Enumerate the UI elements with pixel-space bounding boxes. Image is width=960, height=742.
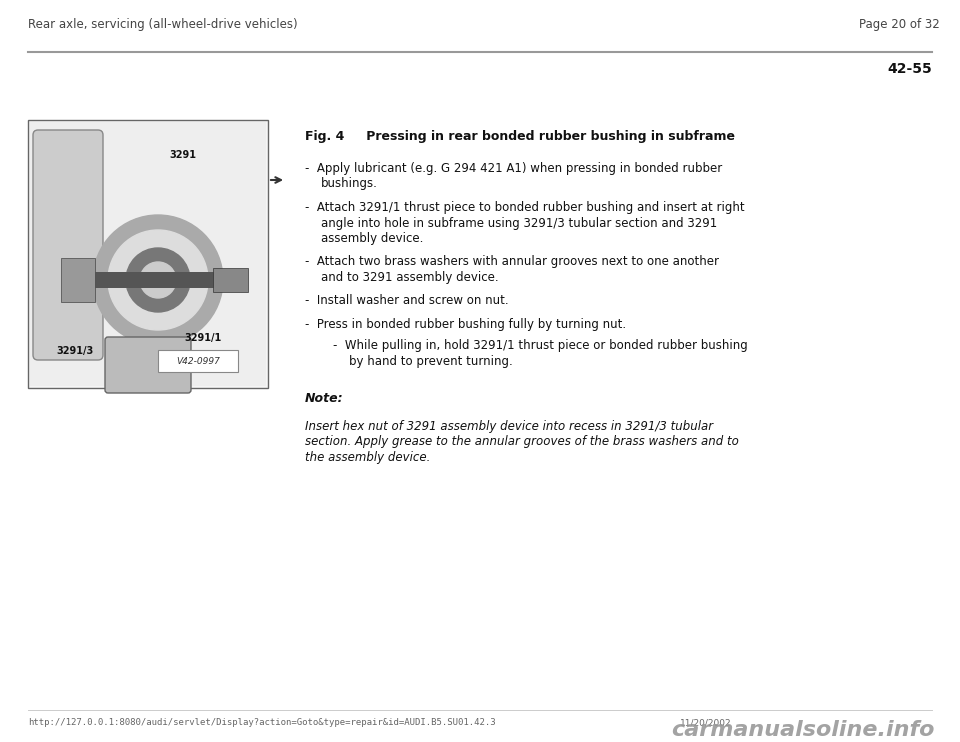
Bar bbox=[30, 122, 266, 386]
Text: -  Attach 3291/1 thrust piece to bonded rubber bushing and insert at right: - Attach 3291/1 thrust piece to bonded r… bbox=[305, 201, 745, 214]
Text: 3291: 3291 bbox=[170, 150, 197, 160]
Text: -  Install washer and screw on nut.: - Install washer and screw on nut. bbox=[305, 295, 509, 307]
Text: by hand to prevent turning.: by hand to prevent turning. bbox=[349, 355, 513, 368]
Text: angle into hole in subframe using 3291/3 tubular section and 3291: angle into hole in subframe using 3291/3… bbox=[321, 217, 717, 229]
FancyBboxPatch shape bbox=[61, 258, 95, 302]
Text: the assembly device.: the assembly device. bbox=[305, 451, 430, 464]
Text: 3291/1: 3291/1 bbox=[184, 333, 222, 343]
Text: -  Apply lubricant (e.g. G 294 421 A1) when pressing in bonded rubber: - Apply lubricant (e.g. G 294 421 A1) wh… bbox=[305, 162, 722, 175]
Text: Fig. 4     Pressing in rear bonded rubber bushing in subframe: Fig. 4 Pressing in rear bonded rubber bu… bbox=[305, 130, 735, 143]
Text: 11/20/2002: 11/20/2002 bbox=[680, 718, 732, 727]
Bar bbox=[213, 268, 248, 292]
Text: 42-55: 42-55 bbox=[887, 62, 932, 76]
Text: 3291/3: 3291/3 bbox=[56, 346, 93, 356]
Circle shape bbox=[126, 248, 190, 312]
FancyBboxPatch shape bbox=[33, 130, 103, 360]
Text: and to 3291 assembly device.: and to 3291 assembly device. bbox=[321, 271, 498, 284]
Text: section. Apply grease to the annular grooves of the brass washers and to: section. Apply grease to the annular gro… bbox=[305, 436, 739, 448]
Text: -  While pulling in, hold 3291/1 thrust piece or bonded rubber bushing: - While pulling in, hold 3291/1 thrust p… bbox=[333, 340, 748, 352]
Text: Rear axle, servicing (all-wheel-drive vehicles): Rear axle, servicing (all-wheel-drive ve… bbox=[28, 18, 298, 31]
Bar bbox=[88, 272, 228, 288]
Text: Note:: Note: bbox=[305, 393, 344, 405]
Circle shape bbox=[140, 262, 176, 298]
Circle shape bbox=[93, 215, 223, 345]
FancyBboxPatch shape bbox=[105, 337, 191, 393]
Text: V42-0997: V42-0997 bbox=[176, 356, 220, 366]
Text: Insert hex nut of 3291 assembly device into recess in 3291/3 tubular: Insert hex nut of 3291 assembly device i… bbox=[305, 420, 713, 433]
Text: Page 20 of 32: Page 20 of 32 bbox=[859, 18, 940, 31]
Text: assembly device.: assembly device. bbox=[321, 232, 423, 245]
Text: http://127.0.0.1:8080/audi/servlet/Display?action=Goto&type=repair&id=AUDI.B5.SU: http://127.0.0.1:8080/audi/servlet/Displ… bbox=[28, 718, 495, 727]
Bar bbox=[28, 120, 268, 388]
Text: -  Press in bonded rubber bushing fully by turning nut.: - Press in bonded rubber bushing fully b… bbox=[305, 318, 626, 331]
Bar bbox=[158, 350, 238, 372]
Text: carmanualsoline.info: carmanualsoline.info bbox=[672, 720, 935, 740]
Text: bushings.: bushings. bbox=[321, 177, 378, 191]
Text: -  Attach two brass washers with annular grooves next to one another: - Attach two brass washers with annular … bbox=[305, 255, 719, 269]
Circle shape bbox=[108, 230, 208, 330]
